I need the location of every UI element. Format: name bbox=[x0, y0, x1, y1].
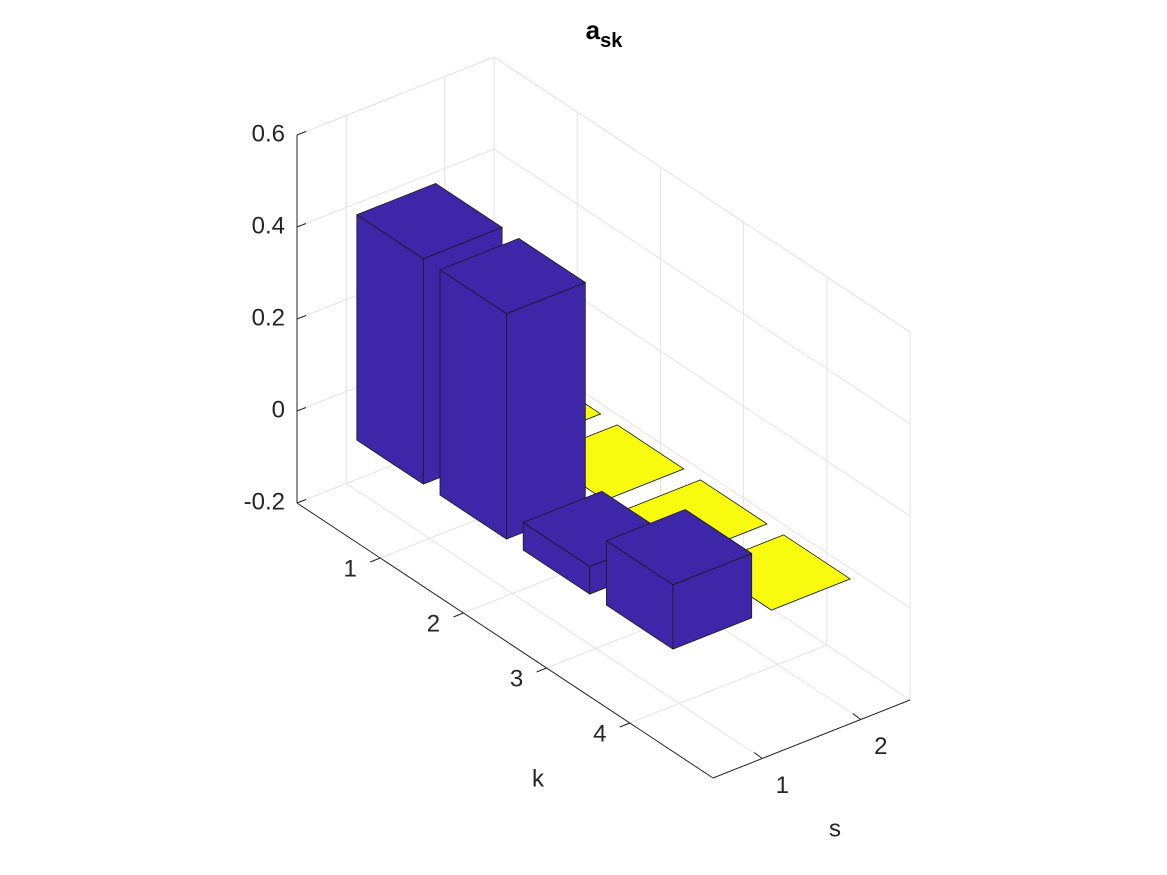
title-subscript: sk bbox=[600, 30, 623, 52]
k-axis-label: k bbox=[532, 765, 545, 792]
bar-top bbox=[439, 238, 586, 315]
k-tick-label: 2 bbox=[427, 610, 440, 637]
bar-top bbox=[606, 509, 753, 586]
k-tick-label: 4 bbox=[593, 720, 606, 747]
s-axis-label: s bbox=[829, 815, 841, 842]
k-tick bbox=[619, 722, 630, 728]
s-axis bbox=[712, 699, 911, 779]
s-tick-label: 1 bbox=[776, 772, 789, 799]
z-tick-label: 0.6 bbox=[252, 120, 285, 147]
s-tick bbox=[753, 752, 763, 759]
k-tick bbox=[453, 612, 464, 618]
z-tick-label: -0.2 bbox=[244, 488, 285, 515]
k-tick-label: 3 bbox=[510, 665, 523, 692]
grid-line bbox=[345, 115, 763, 759]
z-tick-label: 0.4 bbox=[252, 212, 285, 239]
z-tick bbox=[296, 499, 307, 504]
z-tick bbox=[296, 407, 307, 412]
z-tick-label: 0 bbox=[272, 396, 285, 423]
bar-top bbox=[356, 183, 503, 260]
s-tick-label: 2 bbox=[874, 733, 887, 760]
title-main: a bbox=[586, 15, 601, 45]
s-tick bbox=[852, 713, 862, 720]
k-axis bbox=[296, 502, 714, 779]
chart-title: ask bbox=[586, 15, 624, 52]
z-tick-label: 0.2 bbox=[252, 304, 285, 331]
bar-side bbox=[439, 269, 507, 540]
z-tick bbox=[296, 223, 307, 228]
z-tick bbox=[296, 315, 307, 320]
grid-line bbox=[629, 277, 828, 724]
k-tick-label: 1 bbox=[344, 555, 357, 582]
bar-front bbox=[506, 282, 586, 540]
k-tick bbox=[370, 557, 381, 563]
k-tick bbox=[536, 667, 547, 673]
z-tick bbox=[296, 131, 307, 136]
bar-side bbox=[356, 214, 424, 485]
